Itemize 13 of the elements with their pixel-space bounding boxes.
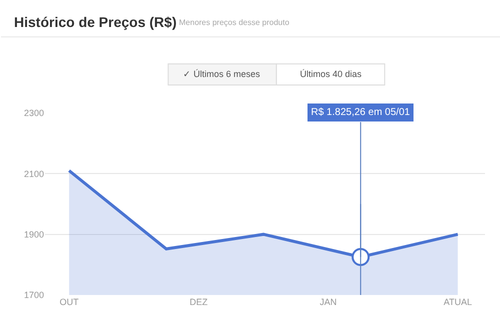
- x-tick-label: DEZ: [190, 297, 208, 307]
- y-tick-label: 2100: [24, 168, 44, 179]
- y-tick-label: 1700: [24, 290, 44, 300]
- x-tick-label: ATUAL: [444, 297, 472, 307]
- chart-title: Histórico de Preços (R$): [14, 14, 177, 30]
- y-tick-label: 1900: [24, 229, 44, 240]
- x-tick-label: JAN: [320, 297, 337, 307]
- x-tick-label: OUT: [60, 297, 80, 307]
- text: ✓ Últimos 6 meses: [183, 69, 261, 79]
- chart-subtitle: Menores preços desse produto: [179, 18, 290, 27]
- y-tick-label: 2300: [24, 108, 44, 118]
- text: Últimos 40 dias: [300, 69, 362, 79]
- annotation: R$ 1.825,26 em 05/01: [311, 107, 410, 118]
